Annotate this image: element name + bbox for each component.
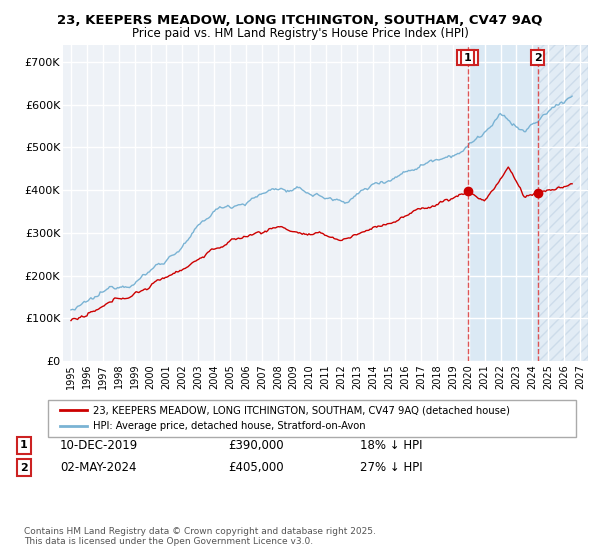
Text: 23, KEEPERS MEADOW, LONG ITCHINGTON, SOUTHAM, CV47 9AQ: 23, KEEPERS MEADOW, LONG ITCHINGTON, SOU… bbox=[58, 14, 542, 27]
Text: 2: 2 bbox=[20, 463, 28, 473]
Text: £405,000: £405,000 bbox=[228, 461, 284, 474]
Text: 18% ↓ HPI: 18% ↓ HPI bbox=[360, 438, 422, 452]
Bar bbox=[538, 45, 588, 361]
Text: 01: 01 bbox=[460, 53, 475, 63]
Text: £390,000: £390,000 bbox=[228, 438, 284, 452]
Text: 1: 1 bbox=[20, 440, 28, 450]
Text: 27% ↓ HPI: 27% ↓ HPI bbox=[360, 461, 422, 474]
Text: 02-MAY-2024: 02-MAY-2024 bbox=[60, 461, 137, 474]
Text: 23, KEEPERS MEADOW, LONG ITCHINGTON, SOUTHAM, CV47 9AQ (detached house): 23, KEEPERS MEADOW, LONG ITCHINGTON, SOU… bbox=[93, 405, 510, 416]
Text: Contains HM Land Registry data © Crown copyright and database right 2025.
This d: Contains HM Land Registry data © Crown c… bbox=[24, 526, 376, 546]
Text: Price paid vs. HM Land Registry's House Price Index (HPI): Price paid vs. HM Land Registry's House … bbox=[131, 27, 469, 40]
Bar bbox=[468, 45, 538, 361]
Text: 2: 2 bbox=[533, 53, 541, 63]
Text: 1: 1 bbox=[464, 53, 472, 63]
Text: HPI: Average price, detached house, Stratford-on-Avon: HPI: Average price, detached house, Stra… bbox=[93, 421, 365, 431]
Text: 10-DEC-2019: 10-DEC-2019 bbox=[60, 438, 138, 452]
